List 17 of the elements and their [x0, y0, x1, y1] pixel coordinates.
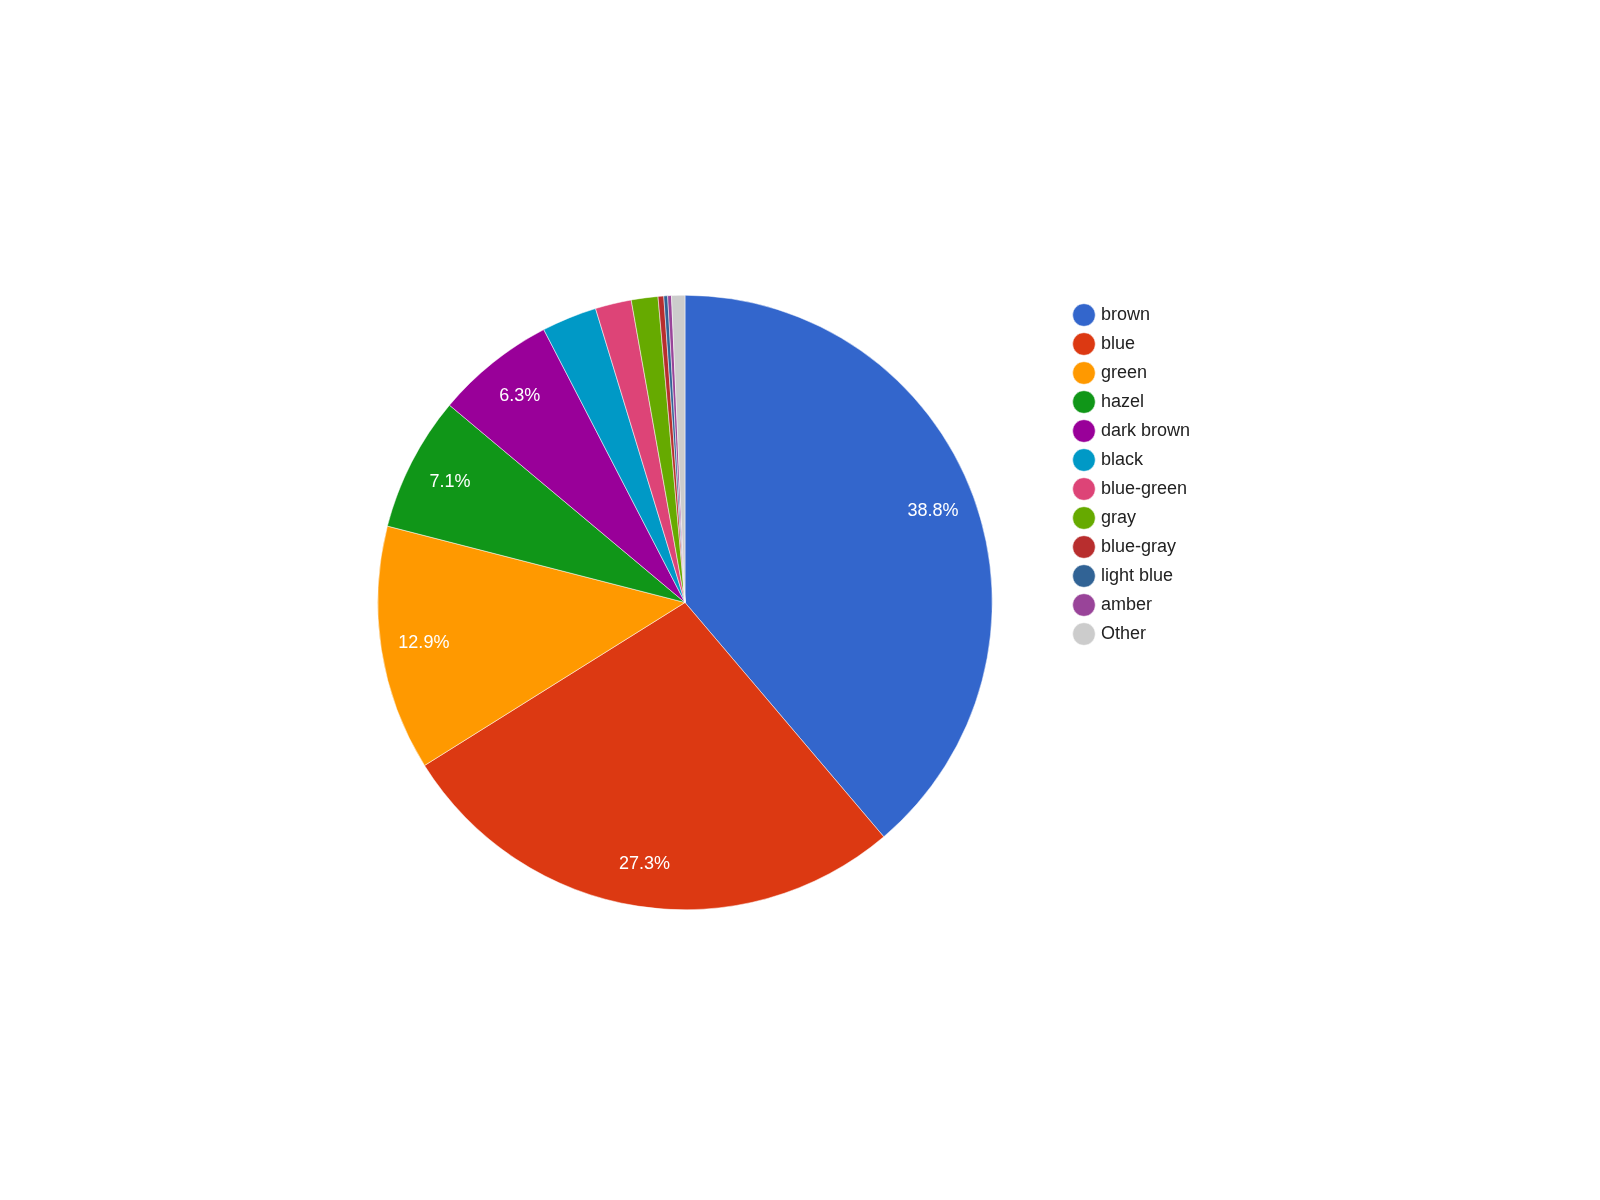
legend-label: blue	[1100, 332, 1135, 353]
data-label: 27.3%	[618, 852, 670, 873]
data-label: 7.1%	[429, 470, 471, 491]
data-label: 6.3%	[499, 385, 541, 406]
legend-label: hazel	[1100, 390, 1144, 411]
legend-label: blue-green	[1100, 477, 1188, 498]
legend-label: dark brown	[1100, 419, 1190, 440]
legend-label: Other	[1100, 622, 1146, 643]
data-label: 38.8%	[907, 500, 959, 521]
legend-label: brown	[1100, 303, 1150, 324]
data-label: 12.9%	[398, 631, 450, 652]
legend-label: green	[1100, 361, 1147, 382]
legend-label: amber	[1100, 593, 1152, 614]
legend-label: black	[1100, 448, 1144, 469]
legend-label: gray	[1100, 506, 1136, 527]
legend-label: blue-gray	[1100, 535, 1176, 556]
legend-label: light blue	[1100, 564, 1174, 585]
